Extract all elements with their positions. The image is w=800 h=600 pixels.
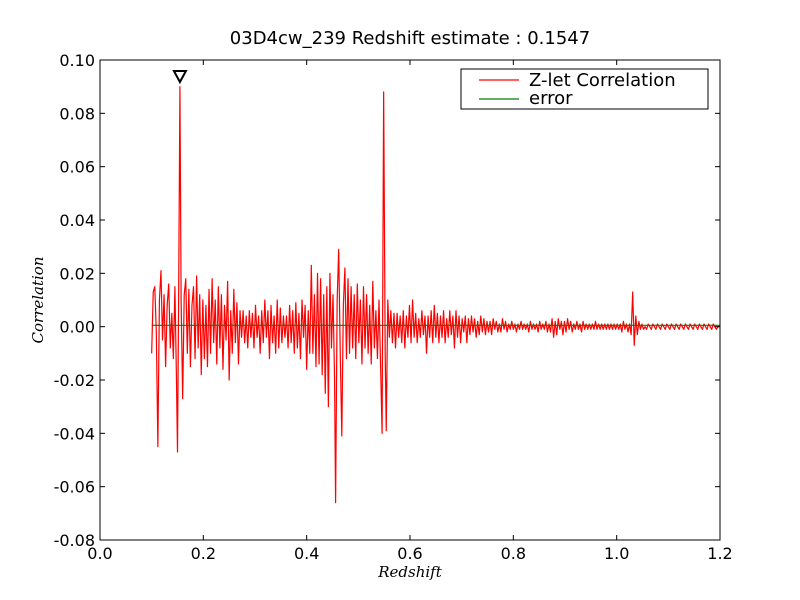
x-axis-label: Redshift	[377, 563, 442, 581]
x-tick-label: 0.2	[191, 544, 216, 563]
legend-box	[460, 68, 709, 110]
x-tick-label: 0.0	[87, 544, 112, 563]
y-tick-label: 0.08	[59, 104, 95, 123]
y-tick-label: -0.08	[54, 531, 95, 550]
x-axis: 0.0 0.2 0.4 0.6 0.8 1.0 1.2	[87, 60, 733, 563]
x-tick-label: 0.6	[397, 544, 422, 563]
x-tick-label: 1.2	[707, 544, 732, 563]
marker-layer	[172, 70, 188, 85]
chart-title: 03D4cw_239 Redshift estimate : 0.1547	[230, 28, 590, 49]
y-tick-label: 0.02	[59, 264, 95, 283]
legend-label-error: error	[529, 88, 573, 109]
x-tick-label: 1.0	[604, 544, 629, 563]
y-tick-label: -0.04	[54, 424, 95, 443]
y-tick-label: 0.06	[59, 158, 95, 177]
series-correlation-line	[151, 86, 720, 504]
y-axis-label: Correlation	[29, 257, 47, 344]
x-tick-label: 0.4	[294, 544, 319, 563]
peak-marker	[172, 70, 188, 85]
y-axis: -0.08 -0.06 -0.04 -0.02 0.00 0.02 0.04 0.06 0.08…	[54, 51, 720, 550]
y-tick-label: -0.02	[54, 371, 95, 390]
x-tick-label: 0.8	[501, 544, 526, 563]
series-layer	[151, 86, 720, 504]
legend-label-correlation: Z-let Correlation	[529, 70, 676, 91]
legend: Z-let Correlation error	[460, 68, 709, 110]
y-tick-label: 0.00	[59, 318, 95, 337]
y-tick-label: 0.10	[59, 51, 95, 70]
y-tick-label: -0.06	[54, 478, 95, 497]
y-tick-label: 0.04	[59, 211, 95, 230]
